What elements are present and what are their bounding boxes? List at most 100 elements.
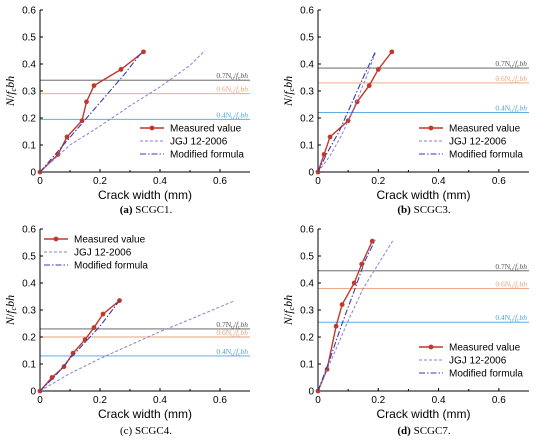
series-line-2 [39, 50, 206, 173]
legend-marker [428, 125, 434, 131]
legend-marker [428, 344, 434, 350]
x-tick-label: 0.6 [492, 176, 506, 187]
level-label-p04: 0.4Nu/fcbh [216, 347, 248, 358]
x-tick-label: 0 [315, 176, 321, 187]
y-tick-label: 0.5 [300, 252, 314, 263]
legend-label-measured: Measured value [449, 124, 521, 135]
measured-point [84, 99, 89, 105]
x-axis-title: Crack width (mm) [98, 407, 192, 421]
chart-panel-2: 0.7Nu/fcbh 0.6Nu/fcbh 0.4Nu/fcbh 0 0.1 0.2 0.3… [281, 6, 529, 202]
y-tick-label: 0.6 [22, 225, 36, 236]
measured-point [345, 118, 351, 124]
measured-point [91, 325, 97, 330]
measured-point [82, 337, 88, 343]
y-tick-label: 0.6 [300, 6, 314, 17]
measured-point [366, 83, 372, 88]
measured-point [375, 67, 381, 72]
x-tick-label: 0.4 [432, 176, 446, 187]
level-label-p07: 0.7Nu/fcbh [216, 71, 248, 82]
series-line-3 [317, 239, 376, 392]
level-label-p07: 0.7Nu/fcbh [216, 320, 248, 331]
y-tick-label: 0.3 [300, 87, 314, 98]
level-label-p04: 0.4Nu/fcbh [216, 110, 248, 121]
series-line-2 [317, 239, 394, 392]
legend-label-measured: Measured value [170, 124, 242, 135]
measured-point [354, 99, 360, 105]
x-tick-label: 0 [37, 176, 43, 187]
y-axis-title: N/fcbh [281, 76, 296, 107]
x-tick-label: 0.6 [492, 395, 506, 406]
y-tick-label: 0.4 [300, 60, 314, 71]
level-label-p04: 0.4Nu/fcbh [495, 104, 527, 115]
x-tick-label: 0 [37, 395, 43, 406]
legend-label-modified: Modified formula [170, 150, 244, 161]
y-tick-label: 0.3 [22, 306, 36, 317]
y-axis-title: N/fcbh [281, 295, 296, 326]
level-label-p06: 0.6Nu/fcbh [495, 279, 527, 290]
legend-label-jgj: JGJ 12-2006 [74, 248, 132, 259]
measured-point [333, 323, 339, 329]
measured-point [327, 134, 333, 140]
series-line-2 [39, 300, 236, 392]
legend-label-modified: Modified formula [449, 369, 523, 380]
series-line-1 [39, 300, 120, 392]
y-tick-label: 0.2 [22, 114, 36, 125]
series-line-3 [39, 51, 143, 173]
series-line-3 [317, 51, 376, 173]
level-label-p07: 0.7Nu/fcbh [495, 262, 527, 273]
x-tick-label: 0.4 [432, 395, 446, 406]
legend-label-measured: Measured value [449, 343, 521, 354]
panel-caption-2: (b) SCGC3. [397, 204, 450, 216]
x-tick-label: 0.4 [153, 395, 167, 406]
x-axis-title: Crack width (mm) [376, 407, 470, 421]
legend-label-jgj: JGJ 12-2006 [170, 137, 228, 148]
panel-caption-3: (c) SCGC4. [120, 425, 172, 437]
y-tick-label: 0.5 [22, 252, 36, 263]
y-tick-label: 0.2 [22, 333, 36, 344]
x-axis-title: Crack width (mm) [98, 188, 192, 202]
series-line-1 [317, 51, 393, 173]
series-line-3 [39, 300, 120, 392]
level-label-p04: 0.4Nu/fcbh [495, 313, 527, 324]
level-label-p06: 0.6Nu/fcbh [216, 328, 248, 339]
chart-panel-4: 0.7Nu/fcbh 0.6Nu/fcbh 0.4Nu/fcbh 0 0.1 0.2 0.3… [281, 225, 529, 421]
y-tick-label: 0.1 [22, 360, 36, 371]
measured-point [79, 118, 85, 124]
y-tick-label: 0.2 [300, 333, 314, 344]
x-tick-label: 0.6 [213, 395, 227, 406]
panel-caption-4: (d) SCGC7. [397, 425, 450, 437]
measured-point [61, 364, 67, 370]
y-tick-label: 0.3 [300, 306, 314, 317]
measured-point [389, 49, 395, 55]
measured-point [141, 49, 146, 55]
legend-label-jgj: JGJ 12-2006 [449, 356, 507, 367]
measured-point [321, 152, 327, 157]
measured-point [351, 280, 357, 286]
level-label-p07: 0.7Nu/fcbh [495, 59, 527, 70]
y-tick-label: 0.1 [300, 141, 314, 152]
y-axis-title: N/fcbh [3, 76, 18, 107]
panel-caption-1: (a) SCGC1. [120, 204, 173, 216]
legend-marker [149, 125, 155, 131]
level-label-p06: 0.6Nu/fcbh [495, 74, 527, 85]
x-tick-label: 0 [315, 395, 321, 406]
y-tick-label: 0 [30, 168, 36, 179]
x-tick-label: 0.2 [371, 176, 385, 187]
x-tick-label: 0.2 [371, 395, 385, 406]
legend-marker [53, 236, 59, 242]
measured-point [49, 375, 55, 380]
y-tick-label: 0.4 [300, 279, 314, 290]
series-line-1 [39, 51, 144, 173]
x-tick-label: 0.2 [93, 395, 107, 406]
y-tick-label: 0 [308, 387, 314, 398]
measured-point [91, 83, 97, 88]
y-tick-label: 0.5 [22, 33, 36, 44]
measured-point [118, 67, 124, 72]
x-tick-label: 0.6 [213, 176, 227, 187]
legend-label-measured: Measured value [74, 235, 146, 246]
series-line-2 [317, 53, 376, 173]
y-tick-label: 0.5 [300, 33, 314, 44]
measured-point [339, 302, 345, 307]
